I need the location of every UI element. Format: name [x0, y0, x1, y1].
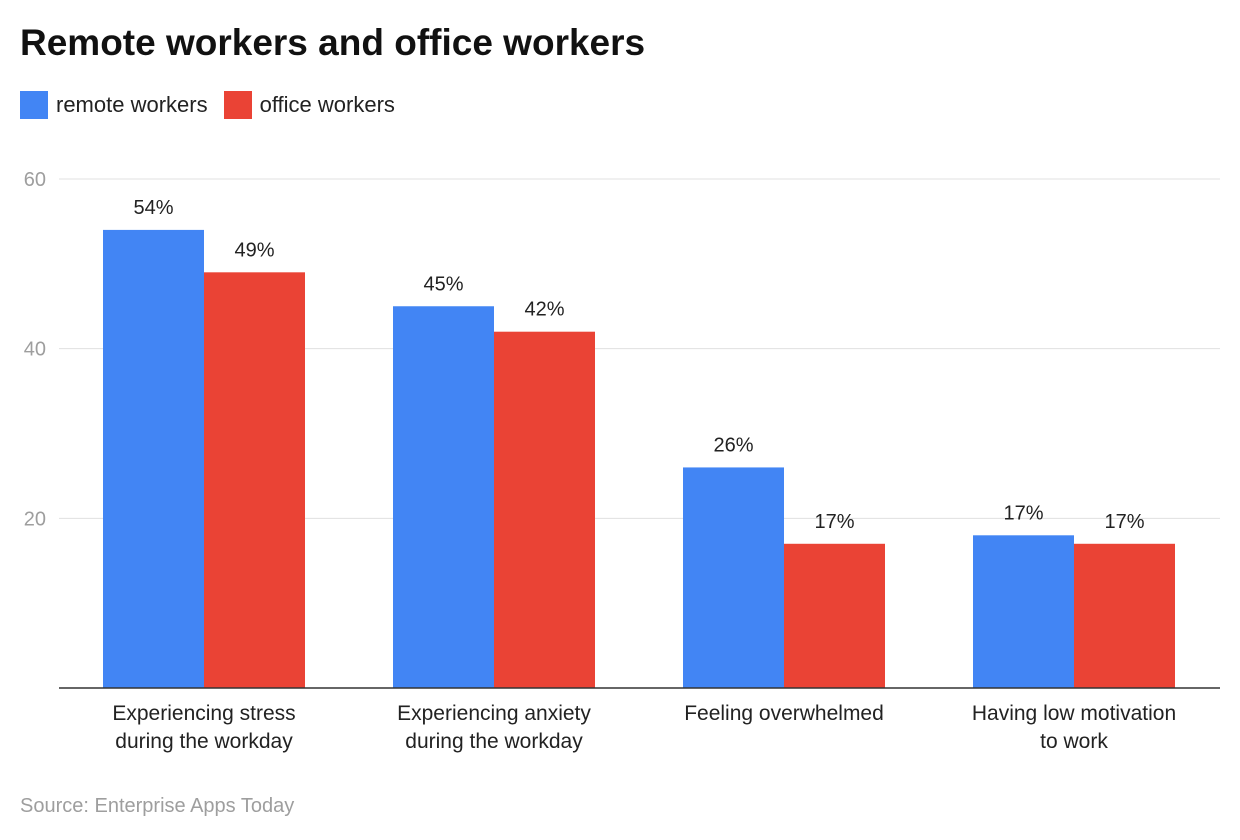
- y-tick-label: 60: [24, 169, 46, 191]
- legend-swatch-office: [223, 91, 252, 119]
- bar-remote: [973, 535, 1074, 688]
- x-tick-label: Feeling overwhelmed: [684, 702, 884, 725]
- data-label: 49%: [234, 239, 274, 261]
- source-note: Source: Enterprise Apps Today: [20, 795, 295, 817]
- bar-office: [204, 272, 305, 688]
- legend-swatch-remote: [20, 91, 48, 119]
- y-tick-label: 20: [24, 508, 46, 530]
- bar-office: [784, 543, 885, 688]
- bar-remote: [103, 229, 204, 688]
- data-label: 26%: [713, 434, 753, 456]
- bar-office: [494, 331, 595, 688]
- x-tick-label: Having low motivation: [972, 702, 1176, 725]
- legend: remote workers office workers: [20, 91, 411, 119]
- data-label: 42%: [524, 299, 564, 321]
- x-tick-label: during the workday: [405, 730, 583, 753]
- data-label: 17%: [814, 511, 854, 533]
- bar-office: [1074, 543, 1175, 688]
- data-label: 17%: [1104, 511, 1144, 533]
- data-label: 54%: [133, 197, 173, 219]
- data-label: 17%: [1003, 502, 1043, 524]
- y-tick-label: 40: [24, 339, 46, 361]
- legend-label-office: office workers: [259, 92, 395, 117]
- x-tick-label: Experiencing anxiety: [397, 702, 591, 725]
- x-tick-label: to work: [1040, 730, 1108, 753]
- chart-title: Remote workers and office workers: [20, 22, 646, 63]
- bar-remote: [683, 467, 784, 688]
- x-tick-label: during the workday: [115, 730, 293, 753]
- legend-item-office-workers: office workers: [223, 91, 395, 119]
- legend-item-remote-workers: remote workers: [20, 91, 208, 119]
- x-tick-label: Experiencing stress: [112, 702, 295, 725]
- legend-label-remote: remote workers: [56, 92, 208, 117]
- bar-remote: [393, 306, 494, 688]
- data-label: 45%: [423, 273, 463, 295]
